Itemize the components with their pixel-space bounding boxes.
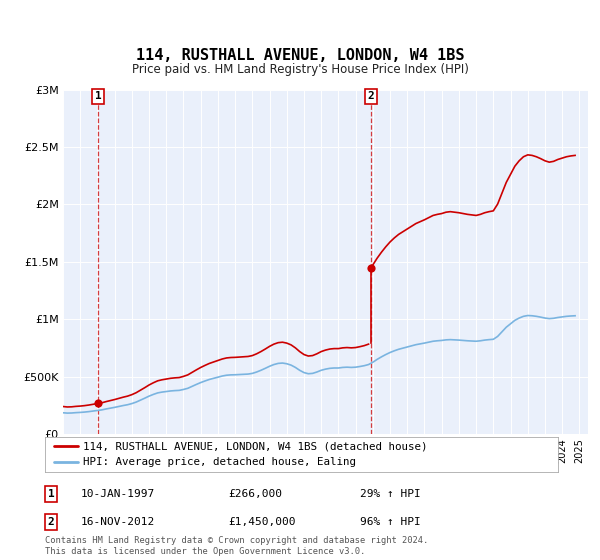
Text: 1: 1 bbox=[95, 91, 101, 101]
Text: HPI: Average price, detached house, Ealing: HPI: Average price, detached house, Eali… bbox=[83, 457, 356, 467]
Text: 114, RUSTHALL AVENUE, LONDON, W4 1BS (detached house): 114, RUSTHALL AVENUE, LONDON, W4 1BS (de… bbox=[83, 441, 428, 451]
Text: 29% ↑ HPI: 29% ↑ HPI bbox=[360, 489, 421, 499]
Text: £1,450,000: £1,450,000 bbox=[228, 517, 296, 527]
Text: 96% ↑ HPI: 96% ↑ HPI bbox=[360, 517, 421, 527]
Text: 10-JAN-1997: 10-JAN-1997 bbox=[81, 489, 155, 499]
Point bbox=[93, 399, 103, 408]
Text: 16-NOV-2012: 16-NOV-2012 bbox=[81, 517, 155, 527]
Text: £266,000: £266,000 bbox=[228, 489, 282, 499]
Text: 2: 2 bbox=[367, 91, 374, 101]
Point bbox=[366, 263, 376, 272]
Text: 1: 1 bbox=[47, 489, 55, 499]
Text: 2: 2 bbox=[47, 517, 55, 527]
Text: 114, RUSTHALL AVENUE, LONDON, W4 1BS: 114, RUSTHALL AVENUE, LONDON, W4 1BS bbox=[136, 49, 464, 63]
Text: Price paid vs. HM Land Registry's House Price Index (HPI): Price paid vs. HM Land Registry's House … bbox=[131, 63, 469, 76]
Text: Contains HM Land Registry data © Crown copyright and database right 2024.
This d: Contains HM Land Registry data © Crown c… bbox=[45, 536, 428, 556]
